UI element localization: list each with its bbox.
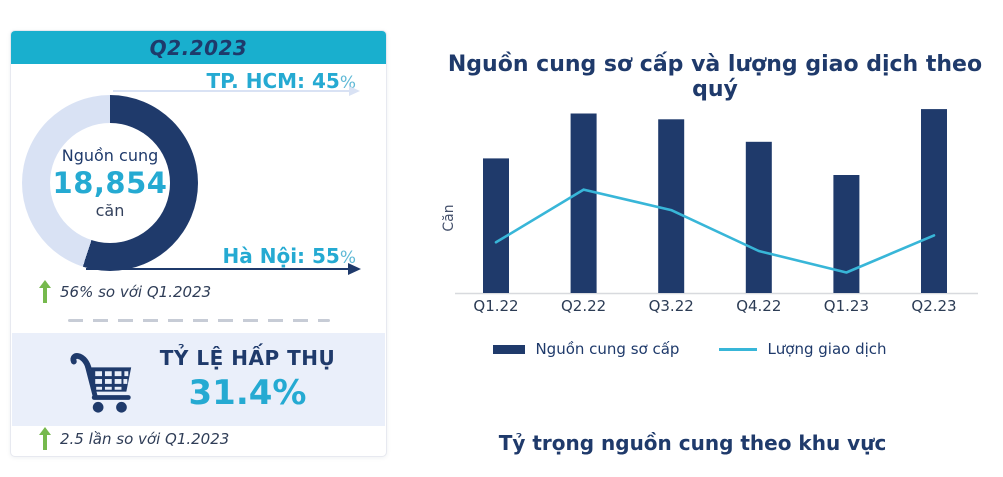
legend-line-swatch	[719, 347, 758, 351]
bar-series	[483, 109, 947, 293]
growth-up-icon	[39, 427, 51, 450]
dashed-divider	[68, 319, 330, 322]
donut-value: 18,854	[52, 166, 168, 200]
bar-Q3.22	[658, 119, 685, 293]
card-header: Q2.2023	[11, 31, 386, 64]
legend-bar-swatch	[493, 344, 526, 354]
donut-unit: căn	[95, 201, 125, 220]
hcm-share-text: TP. HCM: 45	[206, 69, 340, 93]
x-tick-Q2.23: Q2.23	[911, 297, 956, 315]
bar-Q1.23	[833, 175, 860, 293]
absorption-panel: TỶ LỆ HẤP THỤ 31.4%	[12, 333, 385, 426]
supply-donut-chart: Nguồn cung 18,854 căn	[22, 95, 198, 271]
donut-center: Nguồn cung 18,854 căn	[50, 123, 170, 243]
absorption-label: TỶ LỆ HẤP THỤ	[159, 346, 336, 370]
absorption-growth-text: 2.5 lần so với Q1.2023	[60, 429, 230, 448]
x-tick-Q4.22: Q4.22	[736, 297, 781, 315]
hanoi-pointer-arrow	[86, 262, 361, 275]
x-tick-labels: Q1.22 Q2.22 Q3.22 Q4.22 Q1.23 Q2.23	[473, 297, 956, 315]
donut-title: Nguồn cung	[61, 146, 159, 165]
legend-line-label: Lượng giao dịch	[767, 340, 887, 358]
line-series	[494, 188, 936, 274]
chart-title: Nguồn cung sơ cấp và lượng giao dịch the…	[447, 52, 983, 102]
bar-Q4.22	[745, 141, 772, 293]
y-axis-label: Căn	[441, 204, 457, 231]
period-label: Q2.2023	[149, 35, 248, 60]
absorption-text-block: TỶ LỆ HẤP THỤ 31.4%	[138, 346, 385, 413]
cart-icon	[68, 344, 138, 416]
x-tick-Q2.22: Q2.22	[561, 297, 606, 315]
transactions-line	[494, 188, 936, 274]
hcm-pointer-arrow	[113, 85, 360, 96]
bar-Q1.22	[483, 158, 509, 293]
hanoi-arrowhead-icon	[348, 262, 361, 275]
supply-growth-text: 56% so với Q1.2023	[60, 282, 212, 301]
x-tick-Q1.23: Q1.23	[824, 297, 869, 315]
hanoi-share-label: Hà Nội: 55%	[223, 244, 356, 268]
legend-bar-label: Nguồn cung sơ cấp	[535, 340, 680, 358]
x-tick-Q1.22: Q1.22	[473, 297, 518, 315]
supply-transactions-chart: Căn Q1.22 Q2.22 Q3.22 Q4.22 Q1.23 Q2.23	[441, 109, 978, 315]
chart-legend: Nguồn cung sơ cấp Lượng giao dịch	[440, 340, 940, 358]
supply-growth-row: 56% so với Q1.2023	[39, 280, 211, 303]
hanoi-share-text: Hà Nội: 55	[222, 244, 340, 268]
growth-up-icon	[39, 280, 51, 303]
quarter-summary-card: Q2.2023 TP. HCM: 45% Nguồn cung 18,854 c…	[10, 30, 387, 457]
x-tick-Q3.22: Q3.22	[649, 297, 694, 315]
absorption-value: 31.4%	[188, 373, 307, 413]
bar-Q2.22	[570, 113, 597, 293]
bar-Q2.23	[921, 109, 947, 293]
absorption-growth-row: 2.5 lần so với Q1.2023	[39, 427, 229, 450]
bottom-section-title: Tỷ trọng nguồn cung theo khu vực	[498, 431, 887, 455]
hcm-arrowhead-icon	[349, 85, 360, 96]
